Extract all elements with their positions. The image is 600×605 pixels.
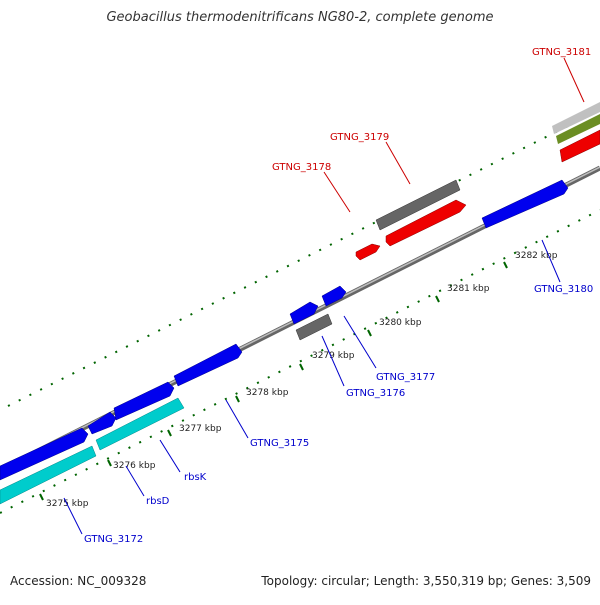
gene-label-gtng-3178[interactable]: GTNG_3178 xyxy=(272,162,331,173)
inner-tick-rail xyxy=(0,209,600,514)
scale-tick-label-3277: 3277 kbp xyxy=(179,424,222,434)
scale-tick-label-3281: 3281 kbp xyxy=(447,284,490,294)
scale-tick-3280: 3280 kbp xyxy=(367,318,422,337)
gene-gtng-3179-arrow[interactable] xyxy=(385,199,467,247)
forward-gene-labels: GTNG_3172 rbsD rbsK GTNG_3175 GTNG_3176 … xyxy=(63,239,593,545)
label-gtng-3178[interactable]: GTNG_3178 xyxy=(272,162,351,213)
gene-label-gtng-3180[interactable]: GTNG_3180 xyxy=(534,284,593,295)
outer-tick-rail xyxy=(7,109,600,407)
gene-gtng-3181-rna-bar[interactable] xyxy=(556,114,600,144)
gene-rbsd-arrow[interactable] xyxy=(87,411,117,435)
rna-gene-rbsd-bar[interactable] xyxy=(0,445,97,505)
rna-genes xyxy=(0,397,185,505)
gene-gtng-3180-arrow[interactable] xyxy=(481,179,569,229)
reverse-strand-genes xyxy=(355,102,600,261)
scale-tick-group: 3275 kbp 3276 kbp 3277 kbp 3278 kbp 3279… xyxy=(39,251,558,509)
scale-tick-3282: 3282 kbp xyxy=(503,251,558,269)
label-rbsk[interactable]: rbsK xyxy=(159,439,207,483)
gene-label-gtng-3181[interactable]: GTNG_3181 xyxy=(532,47,591,58)
forward-strand-genes xyxy=(0,179,569,481)
scale-tick-label-3282: 3282 kbp xyxy=(515,251,558,261)
genome-summary-text: Topology: circular; Length: 3,550,319 bp… xyxy=(261,574,591,588)
scale-tick-label-3280: 3280 kbp xyxy=(379,318,422,328)
map-title: Geobacillus thermodenitrificans NG80-2, … xyxy=(106,10,494,25)
gene-label-gtng-3179[interactable]: GTNG_3179 xyxy=(330,132,389,143)
gene-label-rbsd[interactable]: rbsD xyxy=(146,496,170,507)
scale-tick-3277: 3277 kbp xyxy=(167,424,222,437)
scale-tick-3278: 3278 kbp xyxy=(235,388,289,403)
gene-gtng-3176-arrow[interactable] xyxy=(289,301,319,325)
label-gtng-3180[interactable]: GTNG_3180 xyxy=(534,239,593,295)
gene-gtng-3178-arrow[interactable] xyxy=(355,243,381,261)
gene-gtng-3181-arrow[interactable] xyxy=(559,129,600,163)
gene-gtng-3172-arrow[interactable] xyxy=(0,427,89,481)
scale-tick-label-3276: 3276 kbp xyxy=(113,461,156,471)
scale-tick-3281: 3281 kbp xyxy=(435,284,490,303)
scale-tick-label-3278: 3278 kbp xyxy=(246,388,289,398)
gene-label-gtng-3172[interactable]: GTNG_3172 xyxy=(84,534,143,545)
label-rbsd[interactable]: rbsD xyxy=(125,465,170,507)
accession-text: Accession: NC_009328 xyxy=(10,574,147,588)
label-gtng-3176[interactable]: GTNG_3176 xyxy=(321,335,405,399)
scale-tick-3279: 3279 kbp xyxy=(299,351,355,371)
scale-tick-3275: 3275 kbp xyxy=(39,493,89,509)
gene-label-gtng-3175[interactable]: GTNG_3175 xyxy=(250,438,309,449)
pseudo-gene-gtng-3176-bar[interactable] xyxy=(295,313,333,341)
label-gtng-3175[interactable]: GTNG_3175 xyxy=(225,399,309,449)
rna-gene-rbsk-bar[interactable] xyxy=(95,397,185,451)
gene-gtng-3175-arrow[interactable] xyxy=(173,343,243,387)
gene-label-gtng-3177[interactable]: GTNG_3177 xyxy=(376,372,435,383)
gene-label-gtng-3176[interactable]: GTNG_3176 xyxy=(346,388,405,399)
gene-gtng-3181-light-bar[interactable] xyxy=(552,102,600,134)
gene-gtng-3177-arrow[interactable] xyxy=(321,285,347,307)
label-gtng-3179[interactable]: GTNG_3179 xyxy=(330,132,411,185)
reverse-gene-labels: GTNG_3178 GTNG_3179 GTNG_3181 xyxy=(272,47,591,213)
gene-label-rbsk[interactable]: rbsK xyxy=(184,472,207,483)
scale-tick-label-3279: 3279 kbp xyxy=(312,351,355,361)
label-gtng-3172[interactable]: GTNG_3172 xyxy=(63,497,143,545)
pseudo-gene-gtng-3179-bar[interactable] xyxy=(375,179,461,231)
label-gtng-3181[interactable]: GTNG_3181 xyxy=(532,47,591,103)
gene-rbsk-arrow[interactable] xyxy=(113,381,175,421)
scale-tick-3276: 3276 kbp xyxy=(107,459,156,471)
label-gtng-3177[interactable]: GTNG_3177 xyxy=(343,315,435,383)
